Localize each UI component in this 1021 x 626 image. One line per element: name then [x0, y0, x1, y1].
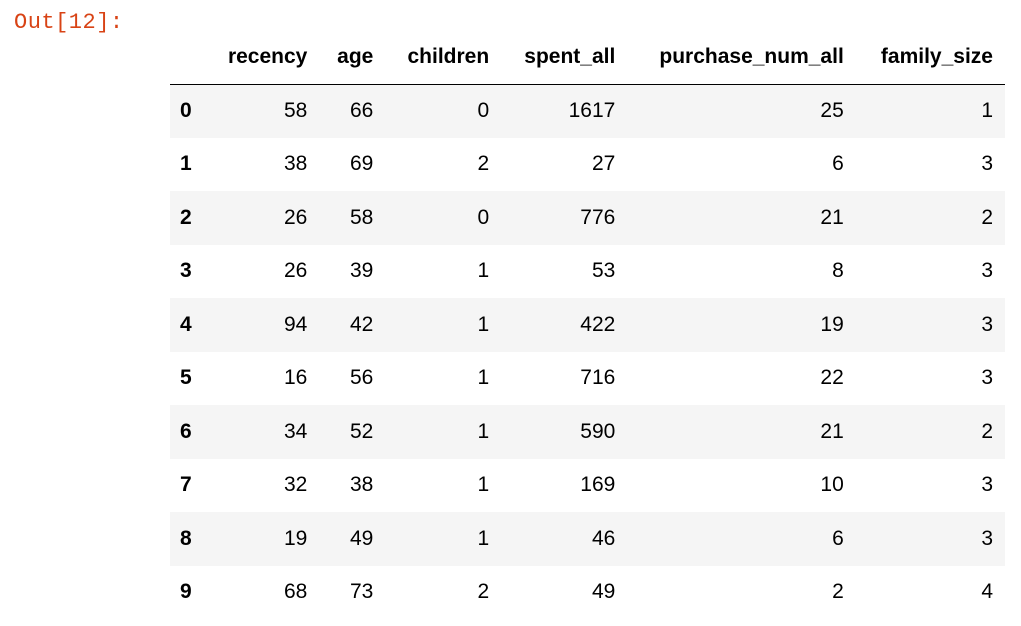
row-index: 2	[180, 205, 192, 229]
cell-age: 58	[349, 205, 374, 229]
cell-family-size: 4	[981, 580, 993, 604]
cell-age: 38	[349, 473, 374, 497]
column-header-spent-all: spent_all	[501, 31, 628, 85]
cell-spent-all: 46	[591, 526, 616, 550]
column-header-recency: recency	[206, 31, 320, 85]
header-row: recency age children spent_all purchase_…	[170, 31, 1005, 85]
cell-spent-all: 53	[591, 259, 616, 283]
cell-family-size: 3	[981, 366, 993, 390]
cell-purchase-num-all: 8	[832, 259, 844, 283]
cell-purchase-num-all: 19	[820, 312, 844, 336]
cell-recency: 16	[284, 366, 308, 390]
cell-spent-all: 27	[591, 152, 616, 176]
cell-purchase-num-all: 22	[820, 366, 844, 390]
cell-recency: 26	[284, 205, 308, 229]
table-row: 6 34 52 1 590 21 2	[170, 405, 1005, 459]
cell-purchase-num-all: 25	[820, 99, 844, 122]
cell-family-size: 3	[981, 473, 993, 497]
table-header: recency age children spent_all purchase_…	[170, 31, 1005, 85]
column-header-purchase-num-all: purchase_num_all	[627, 31, 856, 85]
cell-recency: 94	[284, 312, 308, 336]
cell-children: 1	[477, 312, 490, 336]
table-row: 3 26 39 1 53 8 3	[170, 244, 1005, 298]
cell-recency: 19	[284, 526, 308, 550]
table-row: 9 68 73 2 49 2 4	[170, 565, 1005, 619]
cell-spent-all: 716	[580, 366, 616, 390]
row-index: 1	[180, 152, 192, 176]
cell-spent-all: 776	[580, 205, 616, 229]
cell-family-size: 3	[981, 259, 993, 283]
cell-age: 39	[349, 259, 374, 283]
output-prompt-label: Out[12]:	[14, 10, 124, 35]
cell-children: 1	[477, 419, 490, 443]
cell-family-size: 2	[981, 205, 993, 229]
cell-spent-all: 590	[580, 419, 616, 443]
cell-family-size: 3	[981, 526, 993, 550]
cell-age: 73	[349, 580, 374, 604]
cell-children: 2	[477, 580, 490, 604]
row-index: 4	[180, 312, 192, 336]
row-index: 0	[180, 99, 192, 122]
row-index: 9	[180, 580, 192, 604]
cell-purchase-num-all: 6	[832, 526, 844, 550]
cell-purchase-num-all: 21	[820, 205, 844, 229]
cell-purchase-num-all: 6	[832, 152, 844, 176]
index-header	[170, 31, 206, 85]
cell-purchase-num-all: 21	[820, 419, 844, 443]
cell-age: 49	[349, 526, 374, 550]
cell-age: 52	[349, 419, 374, 443]
cell-age: 42	[349, 312, 374, 336]
dataframe-table: recency age children spent_all purchase_…	[170, 31, 1005, 619]
cell-purchase-num-all: 10	[820, 473, 844, 497]
row-index: 5	[180, 366, 192, 390]
cell-age: 69	[349, 152, 374, 176]
row-index: 6	[180, 419, 192, 443]
cell-family-size: 2	[981, 419, 993, 443]
cell-spent-all: 1617	[568, 99, 616, 122]
cell-recency: 68	[284, 580, 308, 604]
cell-recency: 26	[284, 259, 308, 283]
row-index: 3	[180, 259, 192, 283]
cell-children: 1	[477, 366, 490, 390]
row-index: 8	[180, 526, 192, 550]
table-row: 7 32 38 1 169 10 3	[170, 458, 1005, 512]
cell-children: 1	[477, 526, 490, 550]
cell-age: 56	[349, 366, 374, 390]
table-row: 1 38 69 2 27 6 3	[170, 137, 1005, 191]
table-row: 2 26 58 0 776 21 2	[170, 191, 1005, 245]
table-row: 0 58 66 0 1617 25 1	[170, 84, 1005, 138]
column-header-age: age	[319, 31, 386, 85]
cell-spent-all: 49	[591, 580, 616, 604]
cell-children: 1	[477, 473, 490, 497]
cell-spent-all: 422	[580, 312, 616, 336]
cell-family-size: 1	[981, 99, 993, 122]
cell-children: 0	[477, 99, 490, 122]
cell-age: 66	[349, 99, 374, 122]
column-header-children: children	[385, 31, 502, 85]
cell-family-size: 3	[981, 152, 993, 176]
cell-recency: 58	[284, 99, 308, 122]
cell-purchase-num-all: 2	[832, 580, 844, 604]
column-header-family-size: family_size	[855, 31, 1005, 85]
cell-recency: 34	[284, 419, 308, 443]
cell-children: 0	[477, 205, 490, 229]
row-index: 7	[180, 473, 192, 497]
cell-spent-all: 169	[580, 473, 616, 497]
table-row: 4 94 42 1 422 19 3	[170, 298, 1005, 352]
table-body: 0 58 66 0 1617 25 1 1 38 69 2 27 6 3 2 2…	[170, 84, 1005, 619]
cell-children: 1	[477, 259, 490, 283]
cell-family-size: 3	[981, 312, 993, 336]
table-row: 5 16 56 1 716 22 3	[170, 351, 1005, 405]
cell-recency: 38	[284, 152, 308, 176]
cell-recency: 32	[284, 473, 308, 497]
table-row: 8 19 49 1 46 6 3	[170, 512, 1005, 566]
cell-children: 2	[477, 152, 490, 176]
